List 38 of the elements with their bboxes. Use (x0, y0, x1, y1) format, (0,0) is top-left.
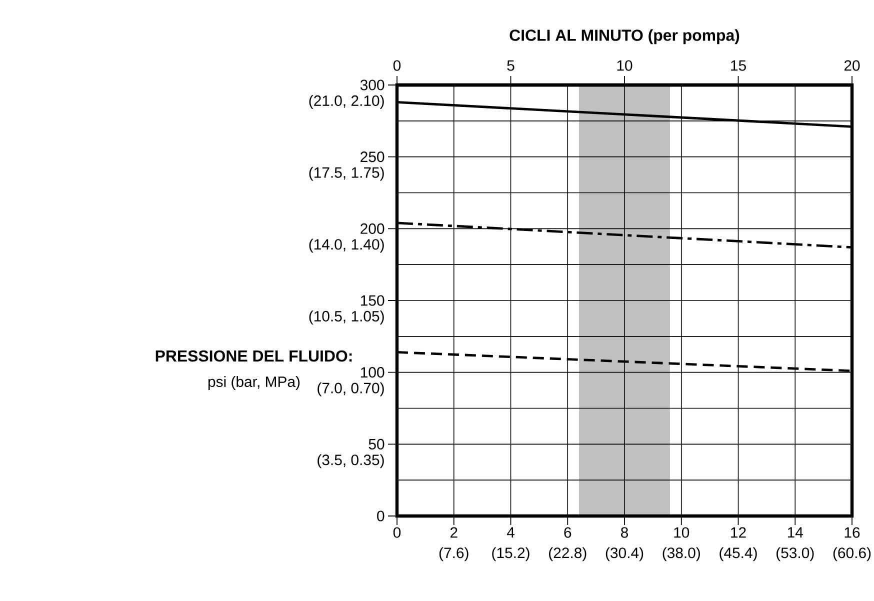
y-tick-label: 200 (360, 223, 384, 234)
y-tick-label: 50 (368, 438, 384, 450)
text: (3.5, 0.35) (318, 454, 384, 468)
y-tick-label: 250 (360, 152, 384, 162)
text: (38.0) (662, 547, 700, 562)
x-tick-label: 2 (450, 527, 458, 538)
y-tick-label: 300 (360, 80, 384, 90)
text: (22.8) (549, 547, 586, 562)
x-tick-label: 4 (506, 527, 514, 538)
text: (14.0, 1.40) (309, 238, 384, 253)
text: (53.0) (776, 547, 814, 562)
x-tick-label: 0 (393, 527, 401, 538)
x-tick-label: 12 (731, 527, 746, 538)
y-tick-label: 150 (361, 295, 384, 306)
text: (45.4) (720, 547, 757, 562)
x2-tick-label: 20 (844, 60, 860, 71)
x-tick-label: 10 (674, 527, 690, 538)
text: (7.0, 0.70) (318, 382, 384, 396)
x2-tick-label: 5 (507, 60, 514, 71)
x-tick-label: 16 (844, 527, 860, 538)
text: (60.6) (833, 547, 871, 562)
text: (30.4) (606, 547, 644, 562)
x-tick-label: 6 (564, 527, 572, 538)
text: (17.5, 1.75) (309, 166, 384, 181)
text: (15.2) (492, 547, 530, 562)
x-tick-label: 8 (621, 527, 628, 538)
text: (21.0, 2.10) (309, 95, 384, 109)
y-tick-label: 0 (377, 510, 384, 522)
y-axis-title: PRESSIONE DEL FLUIDO: (156, 350, 352, 362)
x2-tick-label: 0 (393, 60, 401, 71)
x2-tick-label: 10 (617, 60, 632, 71)
text: (7.6) (439, 547, 468, 562)
text: psi (bar, MPa) (208, 376, 300, 390)
x2-tick-label: 15 (731, 60, 746, 71)
x-tick-label: 14 (788, 527, 804, 538)
x2-axis-title: CICLI AL MINUTO (per pompa) (510, 29, 740, 44)
y-tick-label: 100 (361, 367, 384, 378)
text: (10.5, 1.05) (309, 310, 384, 324)
